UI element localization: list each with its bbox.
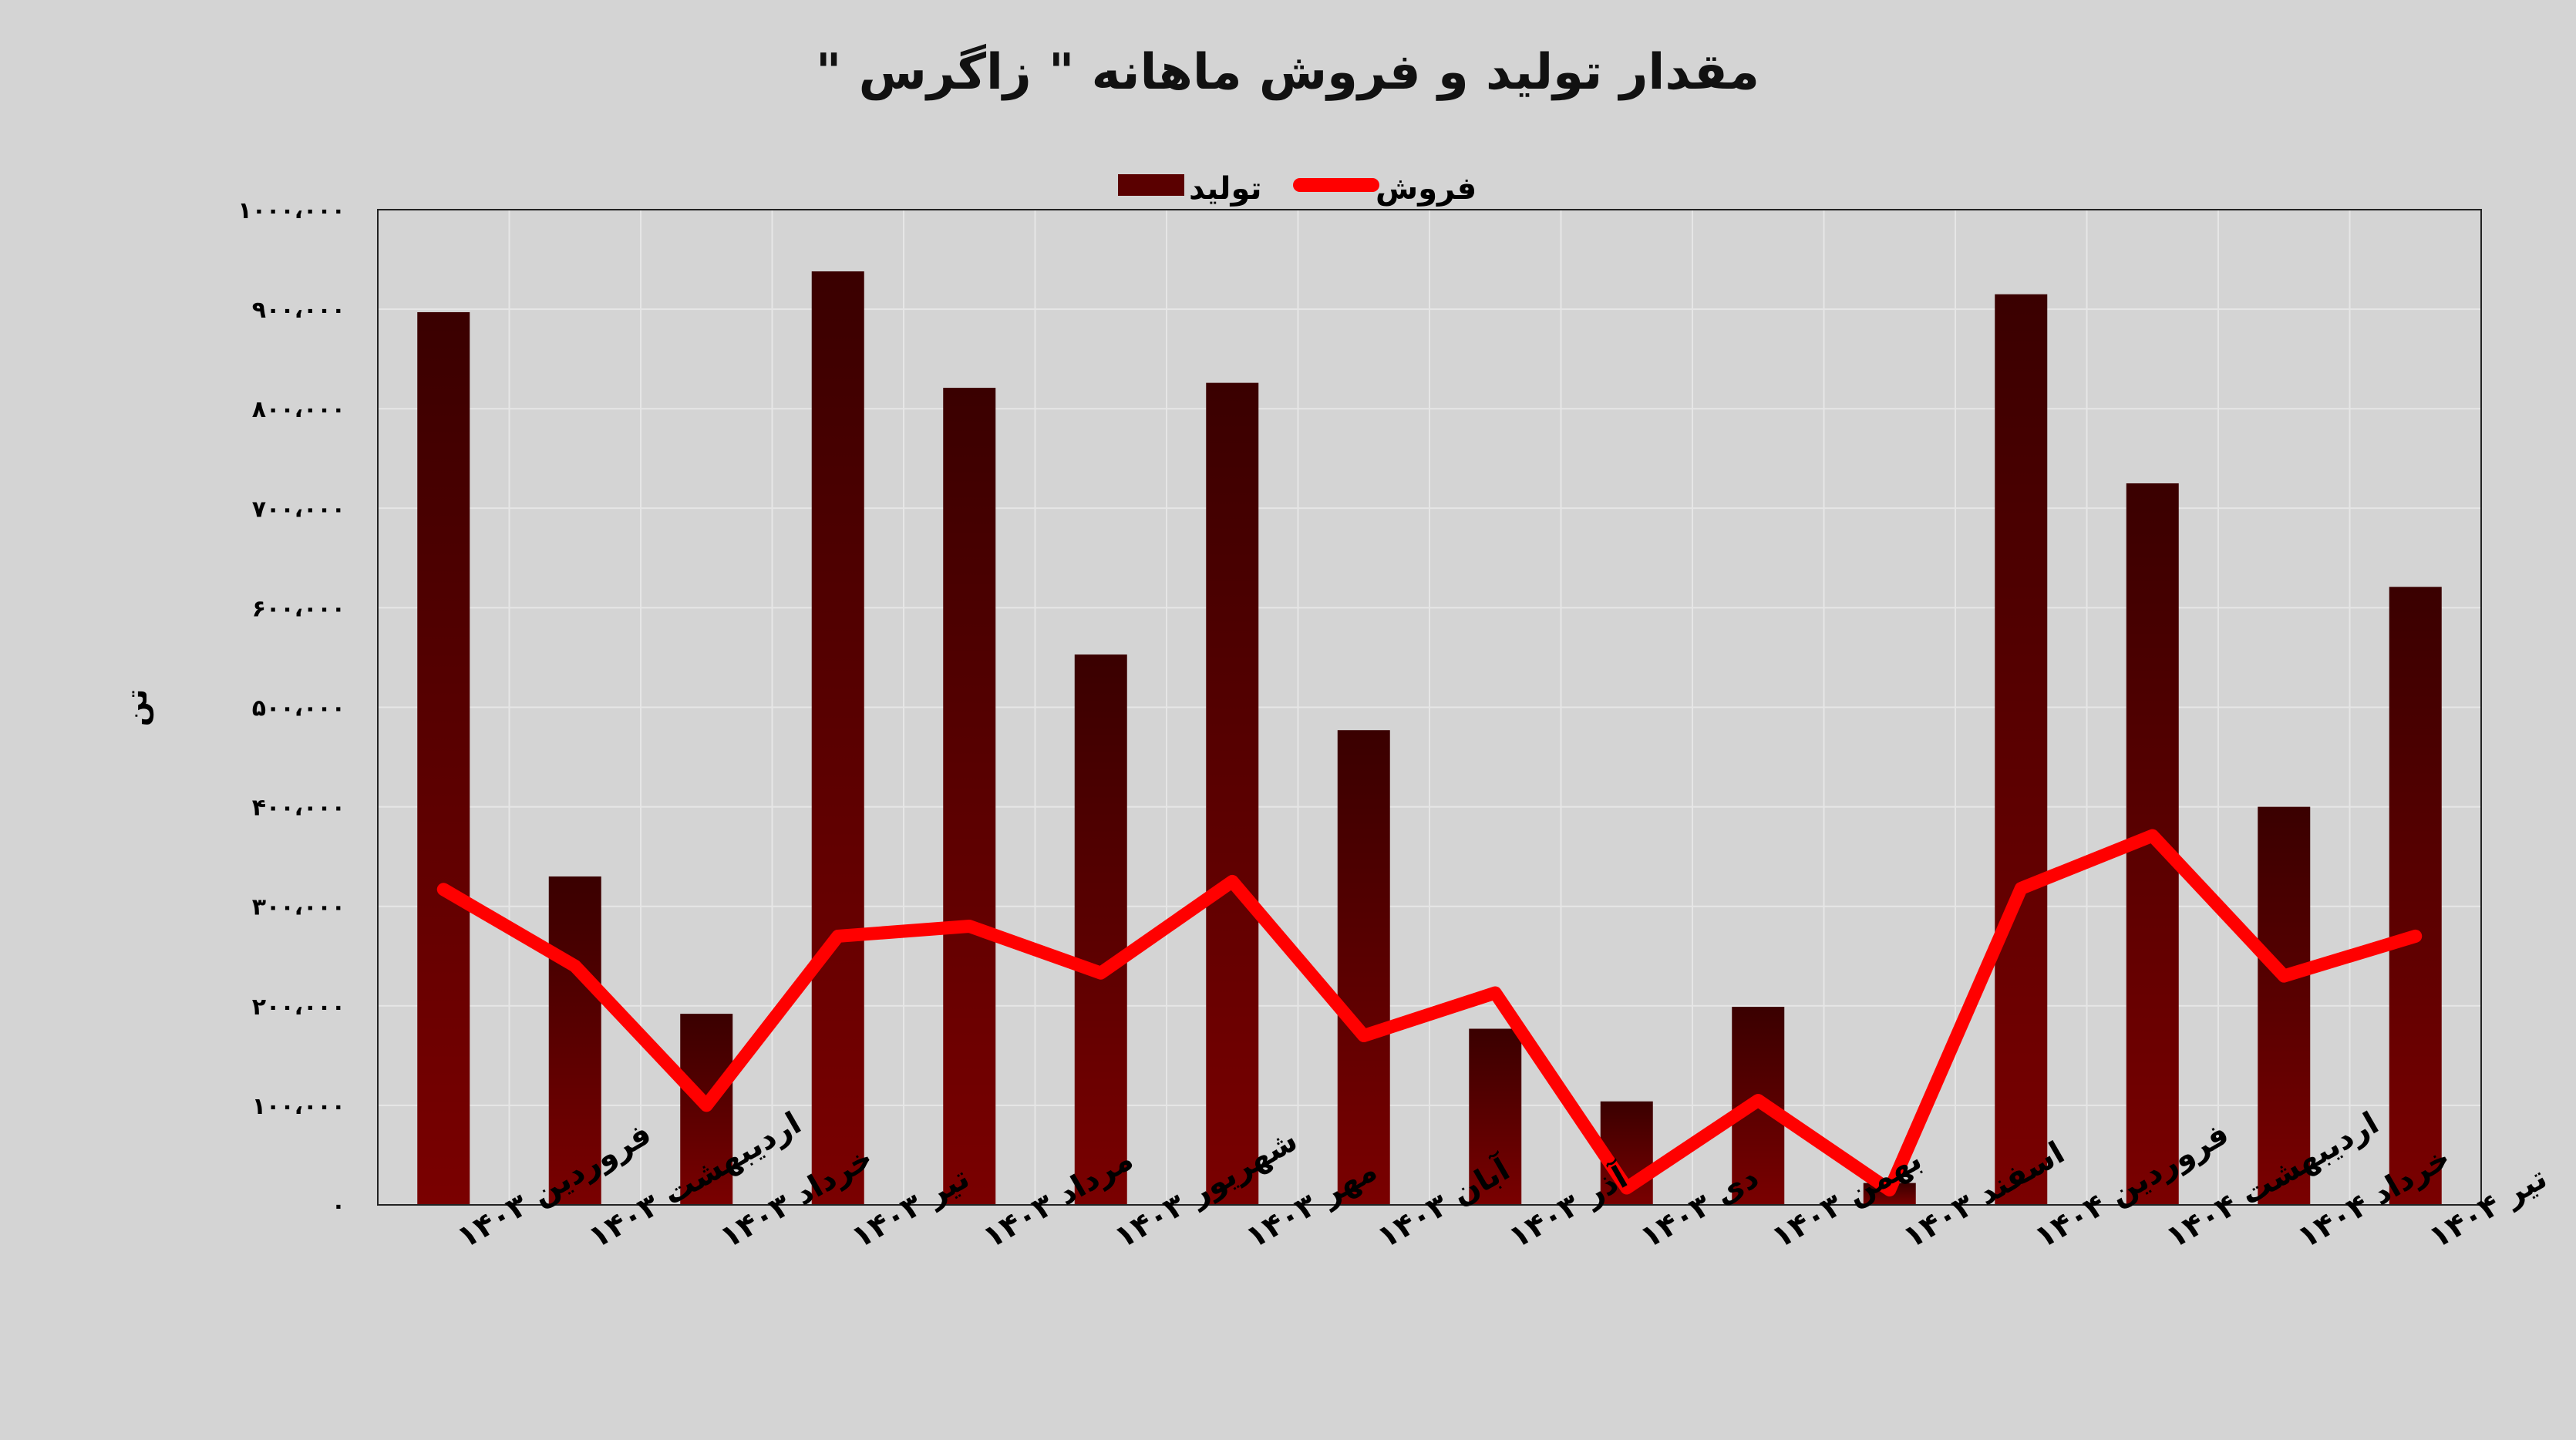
bar-production	[2389, 587, 2442, 1205]
y-tick-label: ۵۰۰،۰۰۰	[252, 695, 345, 722]
legend: فروش تولید	[1118, 171, 1477, 207]
y-tick-label: ۱۰۰،۰۰۰	[252, 1093, 345, 1120]
point-sales	[574, 965, 576, 967]
bar-production	[1074, 654, 1127, 1205]
legend-label-production: تولید	[1189, 171, 1262, 207]
bar-production	[943, 388, 996, 1205]
point-sales	[2151, 835, 2153, 837]
bar-production	[417, 311, 470, 1205]
y-tick-label: ۹۰۰،۰۰۰	[252, 297, 345, 324]
y-axis-label: تن	[120, 689, 153, 726]
x-tick-label: آذر ۱۴۰۳	[1502, 1157, 1635, 1256]
bar-production	[1337, 730, 1390, 1205]
point-sales	[705, 1104, 708, 1106]
y-tick-label: ۱۰۰۰،۰۰۰	[237, 197, 345, 224]
y-tick-label: ۰	[332, 1193, 345, 1220]
point-sales	[1099, 972, 1102, 974]
bar-production	[548, 876, 601, 1205]
bar-production	[1206, 382, 1259, 1205]
point-sales	[443, 888, 445, 890]
point-sales	[1362, 1035, 1365, 1037]
point-sales	[837, 935, 839, 937]
y-tick-label: ۷۰۰،۰۰۰	[252, 496, 345, 523]
y-tick-label: ۲۰۰،۰۰۰	[252, 994, 345, 1021]
point-sales	[2414, 935, 2416, 937]
point-sales	[968, 925, 971, 927]
y-tick-label: ۴۰۰،۰۰۰	[252, 795, 345, 822]
legend-label-sales: فروش	[1376, 171, 1477, 207]
point-sales	[1888, 1189, 1891, 1191]
point-sales	[1231, 880, 1234, 883]
bar-production	[811, 271, 864, 1205]
legend-swatch-production	[1118, 174, 1184, 196]
point-sales	[2283, 975, 2285, 977]
plot-frame	[377, 209, 2482, 1206]
line-sales	[436, 829, 2423, 1197]
y-tick-label: ۸۰۰،۰۰۰	[252, 396, 345, 423]
bar-production	[1469, 1028, 1522, 1205]
y-tick-label: ۶۰۰،۰۰۰	[252, 595, 345, 622]
point-sales	[1494, 992, 1497, 994]
point-sales	[1625, 1187, 1628, 1189]
chart-title: مقدار تولید و فروش ماهانه " زاگرس "	[816, 43, 1759, 101]
y-tick-label: ۳۰۰،۰۰۰	[252, 894, 345, 921]
bar-production	[2258, 806, 2311, 1205]
point-sales	[2020, 887, 2022, 890]
bar-production	[1995, 294, 2048, 1205]
point-sales	[1757, 1099, 1759, 1102]
